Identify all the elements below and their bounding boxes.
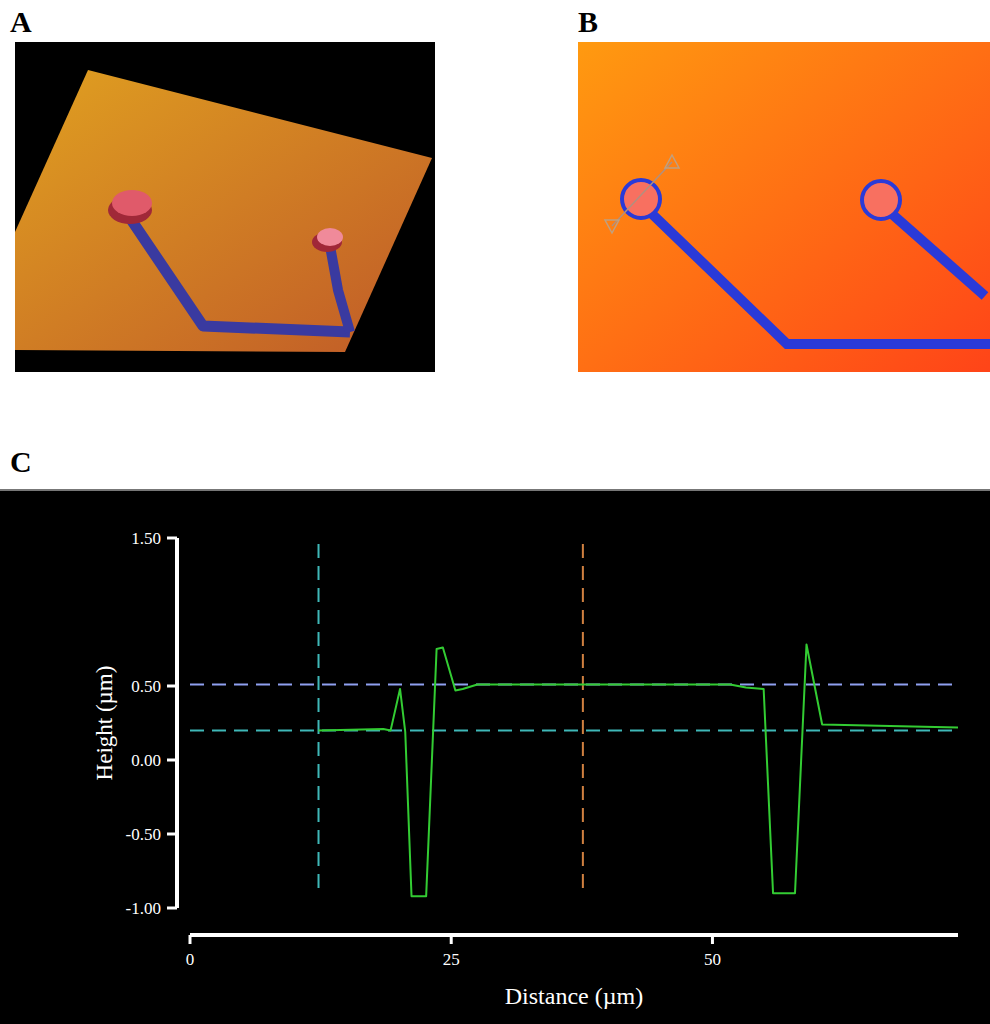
x-axis <box>190 933 958 937</box>
reference-vline <box>582 544 584 896</box>
y-tick <box>167 685 177 688</box>
x-tick <box>711 935 714 944</box>
track <box>650 212 990 344</box>
track <box>128 215 350 332</box>
panel-a <box>15 42 435 372</box>
panel-label: C <box>10 445 32 478</box>
reference-vline <box>318 544 320 896</box>
profile-marker <box>605 220 619 233</box>
profile-marker <box>665 155 679 168</box>
profile-line <box>612 162 672 226</box>
panel-label: A <box>10 5 32 38</box>
x-axis-title: Distance (µm) <box>505 983 643 1009</box>
x-tick <box>189 935 192 944</box>
y-axis-title: Height (µm) <box>92 666 117 781</box>
y-tick <box>167 833 177 836</box>
track <box>892 214 985 296</box>
reference-hline <box>190 729 958 731</box>
pad <box>862 181 900 219</box>
y-tick-label: 0.50 <box>131 677 161 696</box>
map-background <box>578 42 990 372</box>
y-tick-label: 0.00 <box>131 751 161 770</box>
pad <box>622 180 660 218</box>
panel-c: 1.50 0.50 0.00 -0.50 -1.00 Height (µm) 0 25 50 Di… <box>0 490 990 1024</box>
chart-background <box>0 490 990 1024</box>
chart-border <box>0 489 990 491</box>
y-axis <box>175 538 179 908</box>
y-tick <box>167 907 177 910</box>
x-tick-label: 0 <box>186 950 195 969</box>
y-tick-label: -0.50 <box>126 825 161 844</box>
pad-top <box>112 190 152 216</box>
x-tick-label: 50 <box>704 950 721 969</box>
figure: A B C 1.50 0.50 0.00 -0.50 -1.00 Height (µm) 0 25 5… <box>0 0 990 1024</box>
panel-label: B <box>578 5 598 38</box>
y-tick-label: -1.00 <box>126 899 161 918</box>
surface <box>15 70 432 352</box>
panel-b <box>578 42 990 372</box>
render-background <box>15 42 435 372</box>
x-tick-label: 25 <box>443 950 460 969</box>
pad-top <box>317 228 343 246</box>
track <box>330 246 350 332</box>
x-tick <box>450 935 453 944</box>
profile-line <box>319 645 958 897</box>
plot-area <box>190 544 958 896</box>
y-tick <box>167 537 177 540</box>
y-tick-label: 1.50 <box>131 529 161 548</box>
y-tick <box>167 759 177 762</box>
